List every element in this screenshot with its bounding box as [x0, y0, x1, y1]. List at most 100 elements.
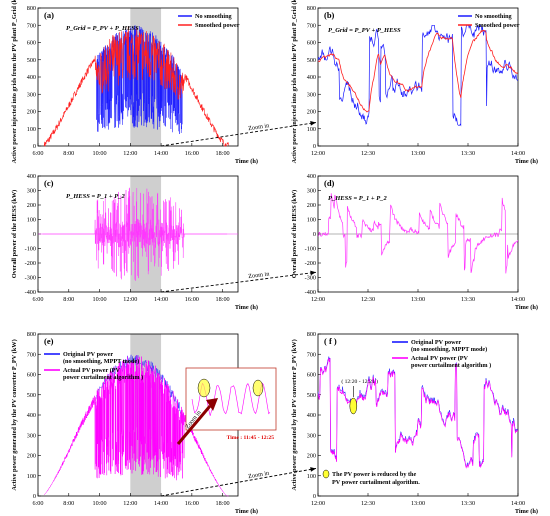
- y-tick-label: 800: [27, 5, 36, 12]
- series-hess-power: [317, 193, 519, 274]
- legend-label: Original PV power: [63, 351, 113, 358]
- panel-label: (b): [324, 10, 335, 20]
- y-tick-label: 500: [307, 392, 316, 399]
- inset-highlight-ellipse: [197, 378, 211, 398]
- note-text: The PV power is reduced by the: [332, 471, 416, 478]
- y-tick-label: 100: [307, 217, 316, 224]
- y-tick-label: 400: [27, 74, 36, 81]
- x-tick-label: 12:00: [311, 500, 325, 507]
- panel-label: (d): [324, 178, 335, 188]
- x-tick-label: 16:00: [185, 296, 199, 303]
- zoom-dashed-arrow: [160, 468, 317, 497]
- x-tick-label: 18:00: [216, 296, 230, 303]
- equation-annotation: P_HESS = P_1 + P_2: [66, 193, 125, 200]
- x-tick-label: 12:00: [123, 296, 137, 303]
- x-tick-label: 18:00: [216, 500, 230, 507]
- y-tick-label: -100: [25, 246, 36, 253]
- y-tick-label: -200: [25, 260, 36, 267]
- x-tick-label: 12:00: [311, 296, 325, 303]
- x-tick-label: 13:30: [461, 500, 475, 507]
- y-tick-label: 300: [27, 188, 36, 195]
- legend-label: No smoothing: [195, 13, 233, 20]
- y-tick-label: 500: [307, 57, 316, 64]
- zoom-in-label: Zoom in: [248, 271, 270, 281]
- series-hess-power: [42, 187, 228, 281]
- series-original-pv: [96, 354, 183, 417]
- y-tick-label: 700: [27, 22, 36, 29]
- y-tick-label: -300: [25, 275, 36, 282]
- y-tick-label: 100: [27, 217, 36, 224]
- inset-zoom-arrowhead: [206, 398, 218, 411]
- callout-time-label: ( 12:20 - 12:21 ): [341, 378, 378, 385]
- y-tick-label: 200: [27, 109, 36, 116]
- y-tick-label: 400: [27, 173, 36, 180]
- legend-label: Actual PV power (PV: [411, 355, 469, 362]
- y-tick-label: 600: [27, 40, 36, 47]
- y-axis-label: Overall power of the HESS (kW): [11, 190, 18, 279]
- y-tick-label: 400: [27, 412, 36, 419]
- panel-b: 0 100 200 300 400 500 600 700 800 12:00 12:30 13:00…: [291, 0, 538, 165]
- x-tick-label: 6:00: [32, 500, 43, 507]
- note-marker: [322, 469, 330, 479]
- panel-label: ( f ): [324, 336, 337, 346]
- y-tick-label: 300: [307, 188, 316, 195]
- note-text: PV power curtailment algorithm.: [332, 479, 420, 486]
- series-no-smoothing: [317, 24, 519, 127]
- y-tick-label: 600: [307, 372, 316, 379]
- x-tick-label: 14:00: [154, 296, 168, 303]
- y-axis-label: Active power generated by the PV convert…: [291, 339, 298, 490]
- y-tick-label: 800: [27, 331, 36, 338]
- panel-c: -400 -300 -200 -100 0 100 200 300 400 6:00 8:00 10:…: [11, 173, 258, 311]
- x-tick-label: 13:00: [411, 150, 425, 157]
- x-tick-label: 8:00: [63, 296, 74, 303]
- y-tick-label: 500: [27, 392, 36, 399]
- y-tick-label: 0: [33, 143, 36, 150]
- y-tick-label: 100: [27, 473, 36, 480]
- legend-label: Smoothed power: [195, 22, 240, 29]
- curtailment-ellipse: [349, 397, 358, 415]
- y-tick-label: 100: [307, 473, 316, 480]
- y-axis-label: Active power generated by the PV convert…: [11, 339, 18, 490]
- x-tick-label: 18:00: [216, 150, 230, 157]
- x-tick-label: 12:00: [123, 150, 137, 157]
- legend-label: (no smoothing, MPPT mode): [63, 358, 139, 365]
- x-tick-label: 12:00: [311, 150, 325, 157]
- x-tick-label: 13:30: [461, 150, 475, 157]
- zoom-in-label: Zoom in: [248, 122, 270, 132]
- series-smoothed-power: [318, 29, 519, 113]
- y-tick-label: 400: [307, 412, 316, 419]
- equation-annotation: P_HESS = P_1 + P_2: [328, 195, 387, 202]
- panel-a: 0 100 200 300 400 500 600 700 800 6:00 8:00 10:00 12…: [11, 0, 258, 165]
- y-tick-label: 200: [27, 453, 36, 460]
- x-tick-label: 16:00: [185, 150, 199, 157]
- inset-time-label: Time : 11:45 - 12:25: [227, 435, 275, 441]
- y-tick-label: 0: [313, 493, 316, 500]
- legend-label: Actual PV power (PV: [63, 367, 121, 374]
- equation-annotation: P_Grid = P_PV + P_HESS: [328, 27, 401, 34]
- x-axis-label: Time (h): [235, 304, 258, 311]
- series-actual-pv: [43, 355, 229, 497]
- legend-label: Smoothed power: [475, 22, 520, 29]
- y-tick-label: 0: [313, 143, 316, 150]
- y-axis-label: Active power injected into grids from th…: [291, 0, 298, 163]
- x-tick-label: 14:00: [511, 296, 525, 303]
- zoom-connector: Zoom in: [160, 467, 317, 497]
- x-tick-label: 6:00: [32, 150, 43, 157]
- zoom-in-label: Zoom in: [248, 470, 270, 481]
- panel-label: (c): [44, 178, 54, 188]
- x-tick-label: 12:00: [123, 500, 137, 507]
- y-tick-label: 800: [307, 331, 316, 338]
- y-tick-label: 300: [27, 91, 36, 98]
- zoom-arrowhead: [310, 121, 316, 126]
- zoom-arrowhead: [310, 270, 316, 276]
- y-tick-label: 600: [307, 40, 316, 47]
- zoom-dashed-arrow: [161, 271, 317, 293]
- y-tick-label: -200: [305, 260, 316, 267]
- legend-label: power curtailment algorithm ): [411, 362, 491, 369]
- legend-label: No smoothing: [475, 13, 513, 20]
- y-tick-label: 100: [307, 126, 316, 133]
- legend-label: power curtailment algorithm ): [63, 374, 143, 381]
- y-tick-label: 0: [33, 231, 36, 238]
- y-tick-label: 300: [307, 91, 316, 98]
